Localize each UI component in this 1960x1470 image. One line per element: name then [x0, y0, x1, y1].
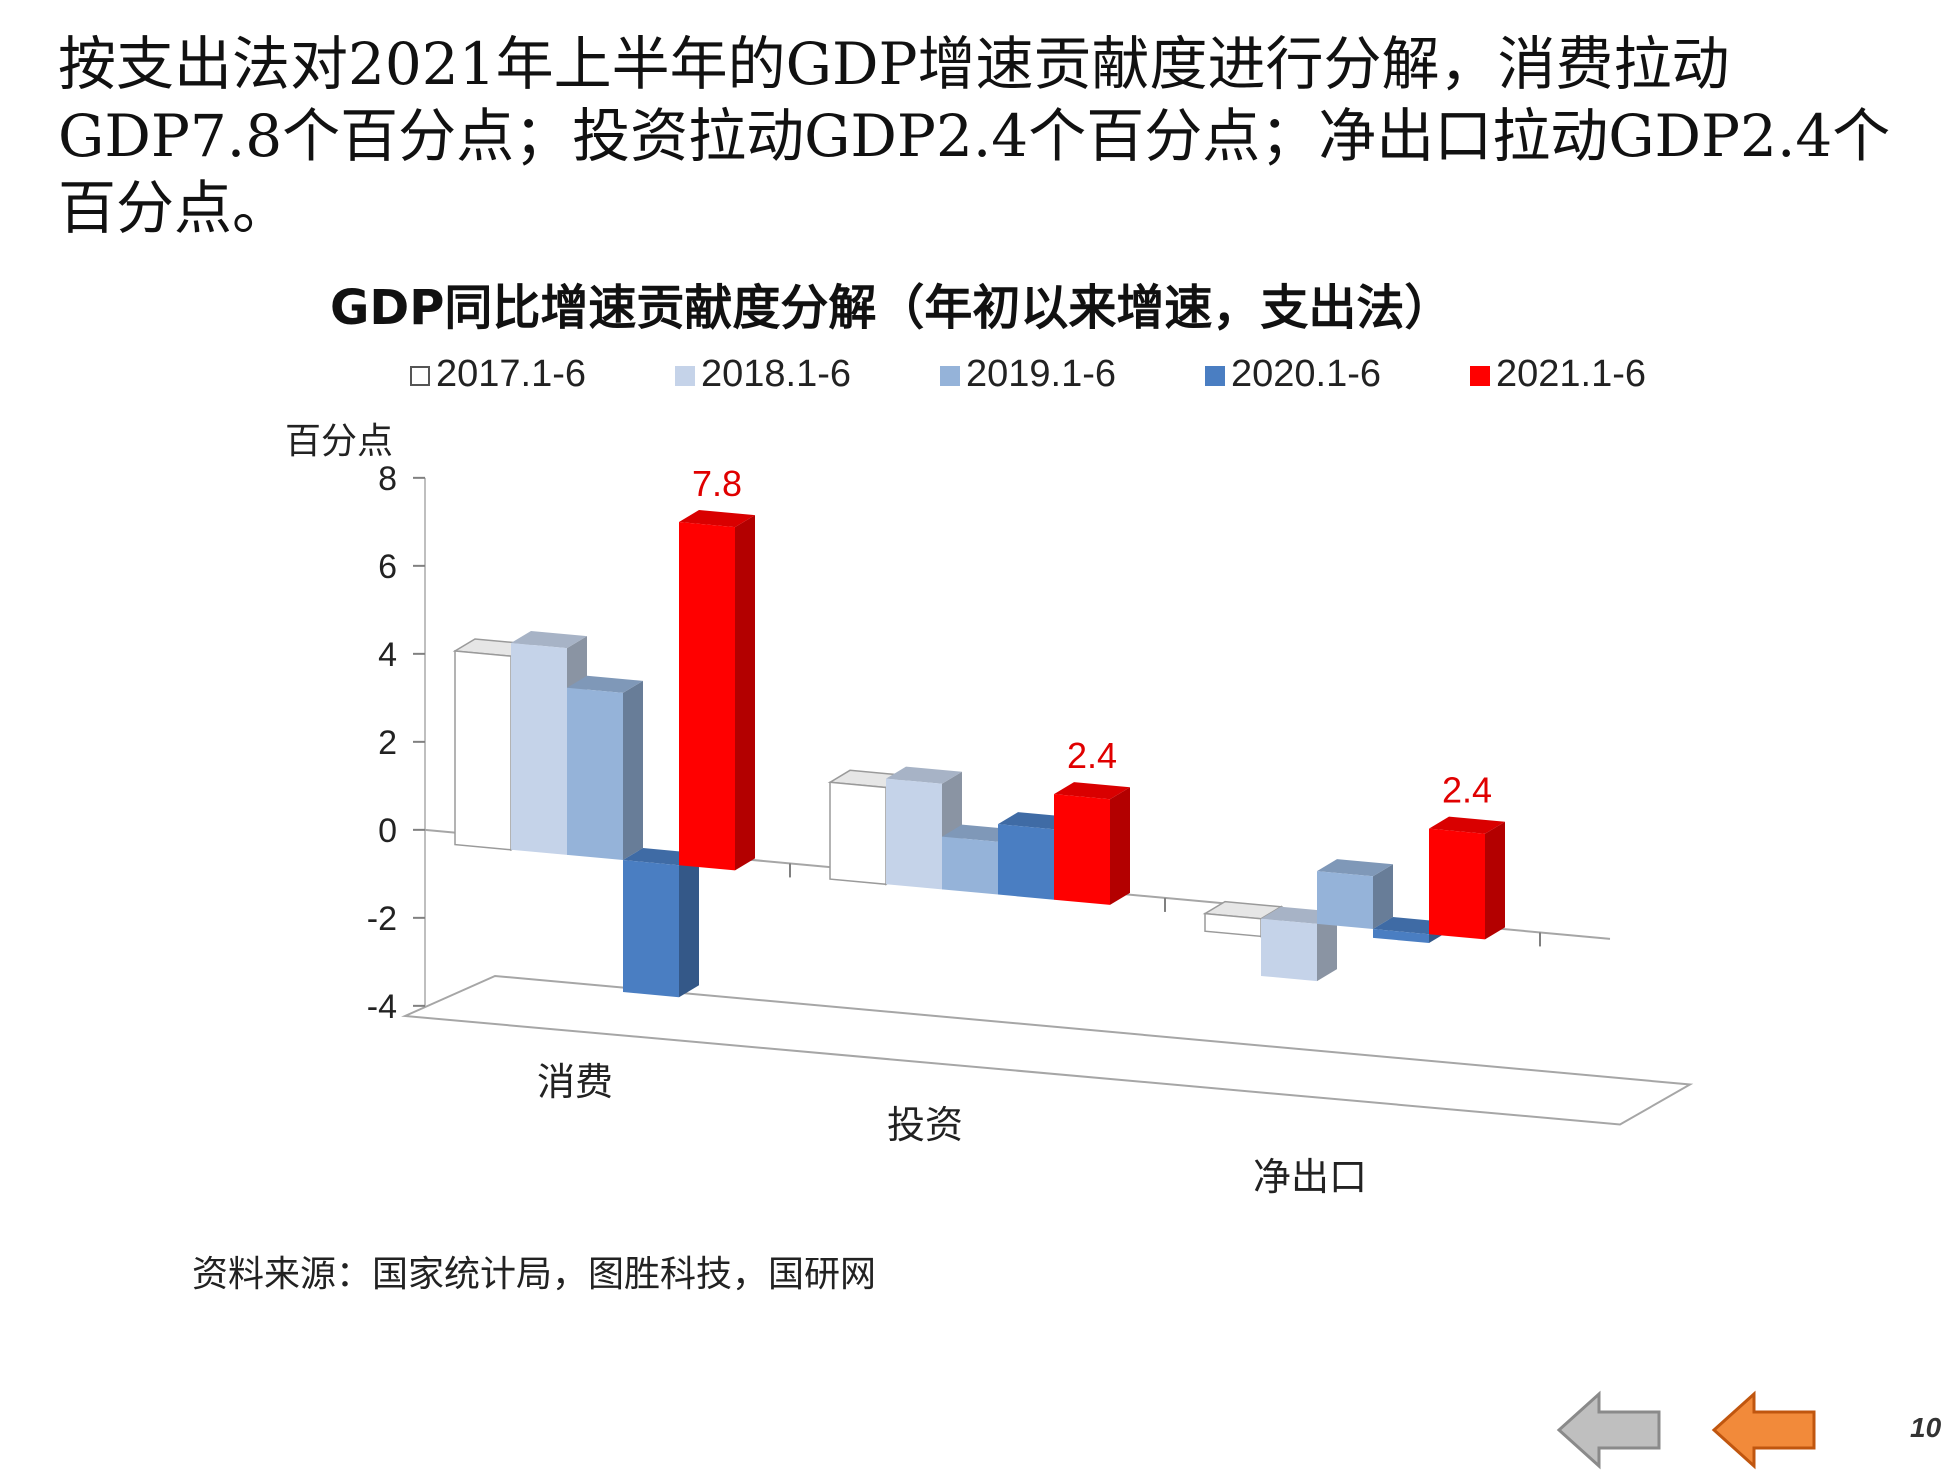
- page-number: 10: [1910, 1412, 1942, 1443]
- source-note: 资料来源：国家统计局，图胜科技，国研网: [192, 1254, 877, 1295]
- y-axis-unit-label: 百分点: [285, 421, 394, 462]
- x-category-label: 消费: [537, 1060, 613, 1104]
- y-tick-label: -2: [367, 900, 397, 938]
- data-label: 2.4: [1442, 770, 1492, 811]
- arrow-left-orange-icon[interactable]: [1710, 1390, 1820, 1470]
- y-tick-label: 2: [378, 724, 397, 762]
- y-tick-label: 8: [378, 460, 397, 498]
- y-tick-label: 0: [378, 812, 397, 850]
- legend-item-2018: 2018.1-6: [675, 352, 851, 396]
- data-label: 7.8: [692, 463, 742, 504]
- legend-item-2020: 2020.1-6: [1205, 352, 1381, 396]
- legend-swatch-2019: [940, 366, 960, 386]
- legend-label-2021: 2021.1-6: [1496, 353, 1647, 395]
- legend-label-2020: 2020.1-6: [1231, 353, 1382, 395]
- y-tick-label: 6: [378, 548, 397, 586]
- legend-item-2021: 2021.1-6: [1470, 352, 1646, 396]
- legend-label-2018: 2018.1-6: [701, 353, 852, 395]
- headline: 按支出法对2021年上半年的GDP增速贡献度进行分解，消费拉动GDP7.8个百分…: [58, 30, 1891, 242]
- x-category-label: 投资: [887, 1103, 963, 1147]
- legend-swatch-2018: [675, 366, 695, 386]
- chart-bars: [452, 510, 1505, 998]
- legend-swatch-2017: [410, 366, 430, 386]
- legend-swatch-2020: [1205, 366, 1225, 386]
- bar: [679, 510, 755, 871]
- bar: [1054, 782, 1130, 905]
- chart-title: GDP同比增速贡献度分解（年初以来增速，支出法）: [330, 280, 1453, 336]
- arrow-left-gray-icon[interactable]: [1555, 1390, 1665, 1470]
- y-tick-label: -4: [367, 988, 397, 1026]
- legend-label-2019: 2019.1-6: [966, 353, 1117, 395]
- legend-item-2017: 2017.1-6: [410, 352, 586, 396]
- legend-item-2019: 2019.1-6: [940, 352, 1116, 396]
- legend-swatch-2021: [1470, 366, 1490, 386]
- bar: [1429, 816, 1505, 940]
- bar: [567, 675, 643, 861]
- bar: [623, 848, 699, 998]
- legend-label-2017: 2017.1-6: [436, 353, 587, 395]
- bar: [1317, 859, 1393, 930]
- x-category-label: 净出口: [1253, 1155, 1367, 1199]
- y-tick-label: 4: [378, 636, 397, 674]
- data-label: 2.4: [1067, 735, 1117, 776]
